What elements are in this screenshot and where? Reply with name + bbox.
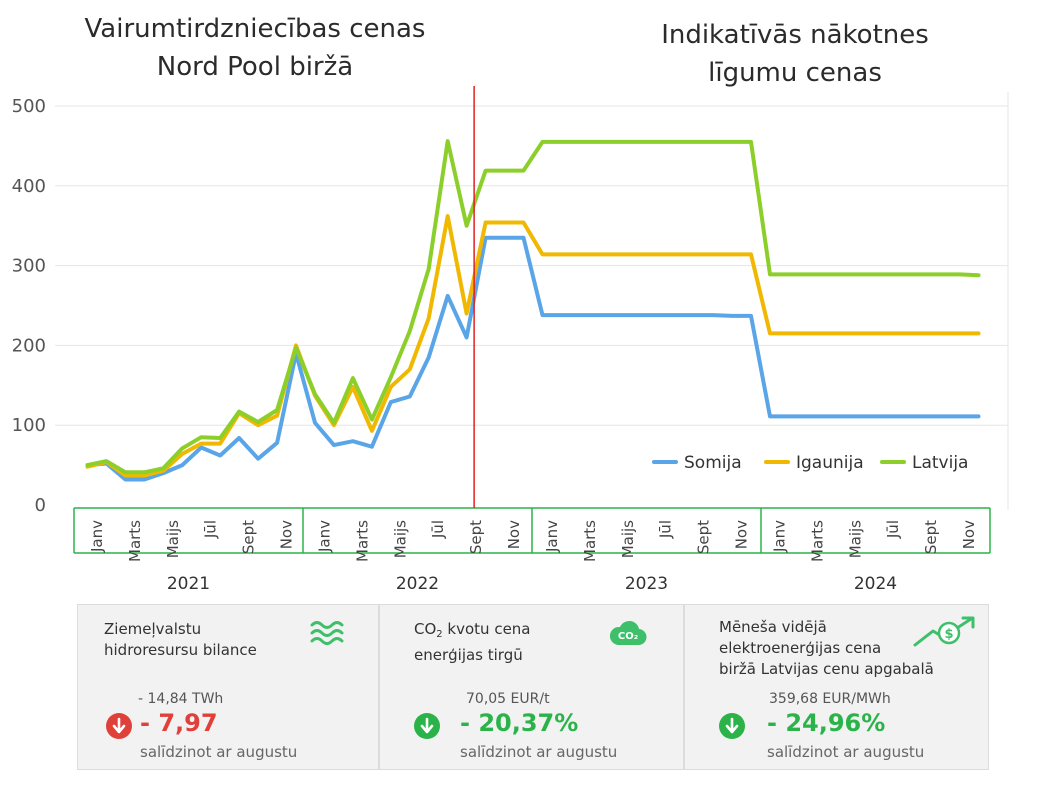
svg-text:$: $: [944, 627, 953, 642]
y-tick-label: 400: [12, 176, 46, 197]
panel-label: Ziemeļvalstu hidroresursu bilance: [104, 620, 257, 659]
label-sub: 2: [436, 629, 443, 640]
x-tick-label: Jūl: [202, 520, 220, 539]
legend-label: Igaunija: [796, 453, 864, 473]
label-post: kvotu cena enerģijas tirgū: [414, 620, 531, 664]
x-tick-label: Sept: [240, 520, 258, 554]
panel-change: - 24,96%: [767, 709, 886, 737]
x-tick-label: Janv: [315, 520, 333, 553]
x-tick-label: Sept: [695, 520, 713, 554]
panel-change: - 7,97: [140, 709, 218, 737]
chart-title-left: Vairumtirdzniecības cenas Nord Pool birž…: [60, 10, 450, 86]
y-tick-label: 100: [12, 415, 46, 436]
panel-value: 359,68 EUR/MWh: [769, 691, 891, 707]
arrow-down-icon: [414, 713, 440, 739]
x-tick-label: Jūl: [657, 520, 675, 539]
x-tick-label: Janv: [770, 520, 788, 553]
year-label: 2024: [854, 574, 897, 594]
title-right-line1: Indikatīvās nākotnes: [661, 20, 929, 50]
x-tick-label: Sept: [922, 520, 940, 554]
x-tick-label: Maijs: [391, 520, 409, 558]
x-tick-label: Sept: [467, 520, 485, 554]
x-tick-label: Janv: [543, 520, 561, 553]
arrow-down-icon: [719, 713, 745, 739]
x-tick-label: Nov: [733, 520, 751, 549]
x-tick-label: Nov: [505, 520, 523, 549]
chart-title-right: Indikatīvās nākotnes līgumu cenas: [600, 16, 990, 92]
chart-legend: Somija Igaunija Latvija: [652, 453, 968, 473]
panel-value: 70,05 EUR/t: [466, 691, 550, 707]
panel-value: - 14,84 TWh: [138, 691, 224, 707]
title-right-line2: līgumu cenas: [708, 58, 882, 88]
series-line-latvija: [85, 139, 981, 475]
x-tick-label: Marts: [808, 520, 826, 562]
label-pre: CO: [414, 620, 437, 638]
x-tick-label: Nov: [278, 520, 296, 549]
series-lines: [85, 139, 981, 482]
x-tick-label: Marts: [353, 520, 371, 562]
y-axis-ticks: 0 100 200 300 400 500: [12, 96, 46, 516]
year-label: 2021: [167, 574, 210, 594]
y-tick-label: 0: [35, 495, 46, 516]
svg-text:CO₂: CO₂: [618, 631, 638, 642]
panel-compare: salīdzinot ar augustu: [767, 743, 925, 761]
y-tick-label: 200: [12, 335, 46, 356]
legend-label: Somija: [684, 453, 742, 473]
x-axis: Janv Marts Maijs Jūl Sept Nov Janv Marts Maijs Jū…: [73, 507, 991, 594]
water-waves-icon: [310, 621, 344, 645]
panel-change: - 20,37%: [460, 709, 579, 737]
y-tick-label: 300: [12, 256, 46, 277]
arrow-down-icon: [106, 713, 132, 739]
rising-price-icon: $: [913, 616, 975, 647]
panel-label: CO2 kvotu cena enerģijas tirgū: [414, 619, 531, 666]
co2-cloud-icon: CO₂: [609, 620, 647, 646]
x-tick-label: Marts: [126, 520, 144, 562]
x-tick-label: Jūl: [884, 520, 902, 539]
hydro-balance-panel: Ziemeļvalstu hidroresursu bilance - 14,8…: [77, 604, 379, 770]
x-tick-label: Janv: [88, 520, 106, 553]
panel-label: Mēneša vidējā elektroenerģijas cena birž…: [719, 618, 934, 678]
x-tick-label: Nov: [960, 520, 978, 549]
title-left-line1: Vairumtirdzniecības cenas: [84, 14, 426, 44]
x-tick-label: Maijs: [846, 520, 864, 558]
legend-label: Latvija: [912, 453, 968, 473]
title-left-line2: Nord Pool biržā: [156, 52, 354, 82]
year-label: 2023: [625, 574, 668, 594]
grid-lines: [55, 92, 1009, 510]
line-chart: 0 100 200 300 400 500 Janv Marts Maijs Jūl Sept No…: [12, 86, 1009, 594]
x-tick-label: Jūl: [429, 520, 447, 539]
x-tick-label: Maijs: [164, 520, 182, 558]
y-tick-label: 500: [12, 96, 46, 117]
x-tick-label: Maijs: [619, 520, 637, 558]
x-tick-label: Marts: [581, 520, 599, 562]
electricity-price-panel: Mēneša vidējā elektroenerģijas cena birž…: [684, 604, 989, 770]
year-label: 2022: [396, 574, 439, 594]
series-line-somija: [85, 235, 981, 482]
panel-compare: salīdzinot ar augustu: [140, 743, 298, 761]
co2-price-panel: CO2 kvotu cena enerģijas tirgū CO₂ 70,05…: [379, 604, 684, 770]
panel-compare: salīdzinot ar augustu: [460, 743, 618, 761]
